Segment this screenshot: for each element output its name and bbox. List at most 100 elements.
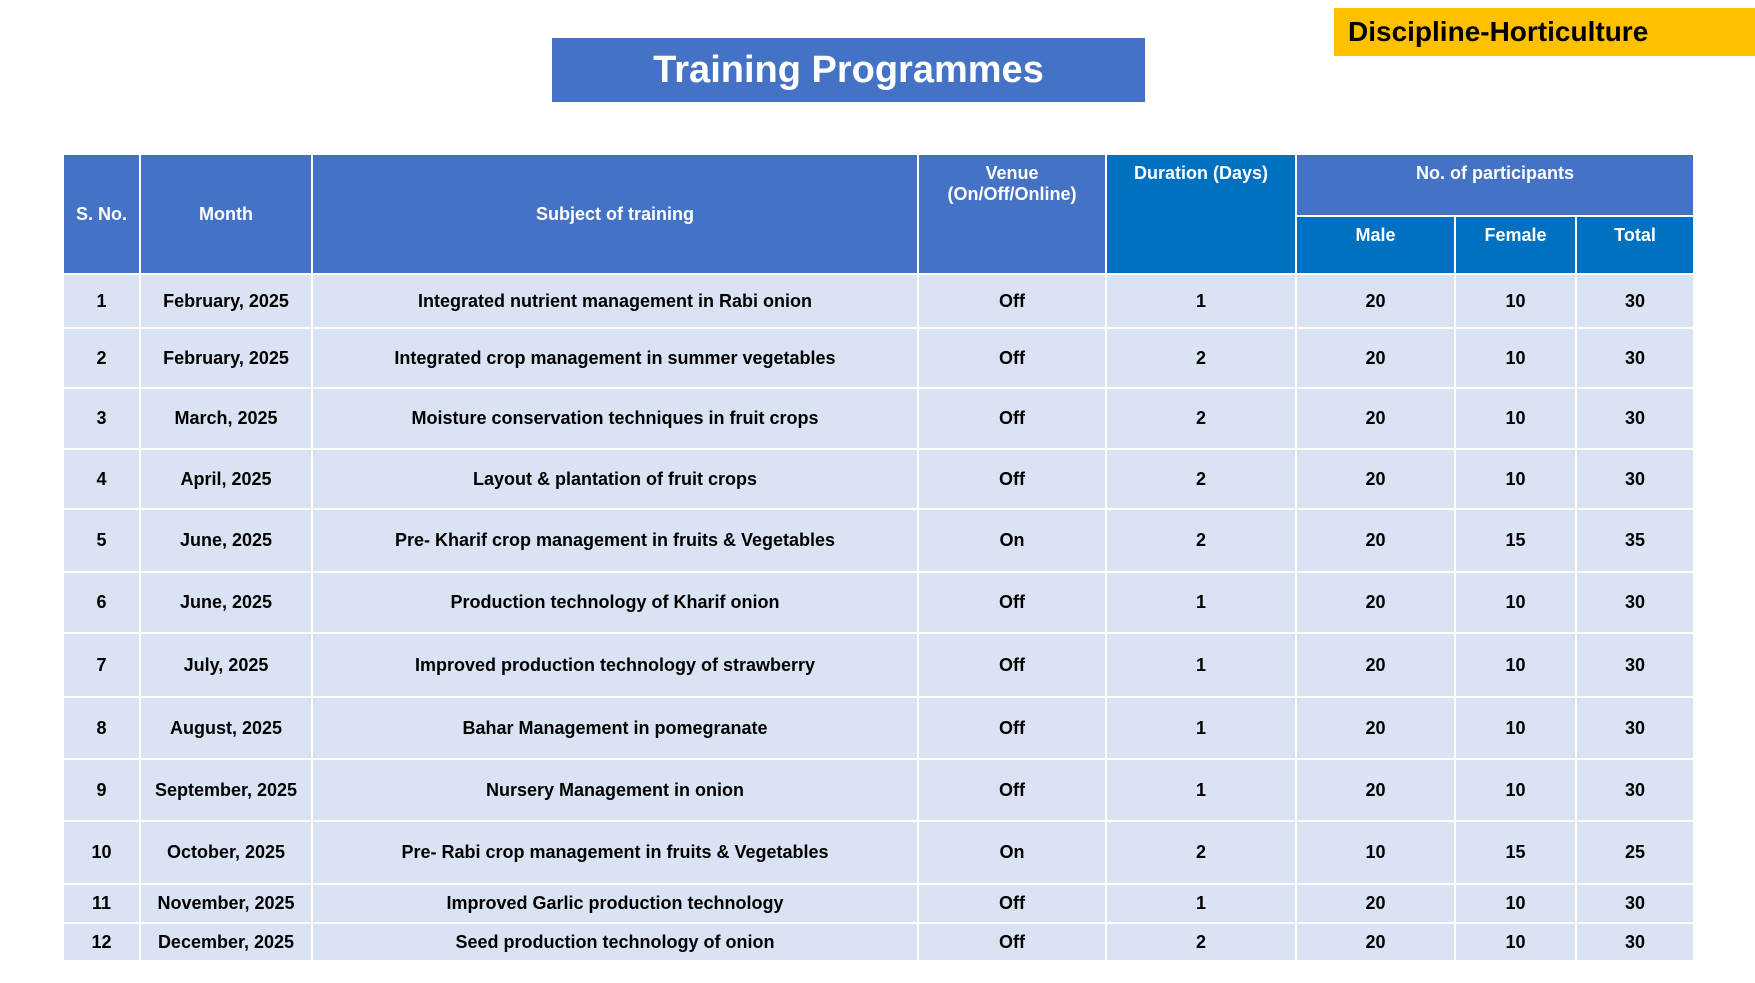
- table-cell: 1: [1105, 632, 1297, 698]
- table-cell: November, 2025: [139, 883, 313, 924]
- table-row: 12 December, 2025 Seed production technolo…: [62, 922, 1696, 962]
- table-cell: Pre- Kharif crop management in fruits & …: [311, 508, 919, 573]
- column-header: Subject of training: [311, 153, 919, 275]
- table-cell: March, 2025: [139, 387, 313, 450]
- table-cell: February, 2025: [139, 327, 313, 389]
- training-table: S. No. Month Subject of training Venue (…: [62, 153, 1696, 962]
- table-cell: 30: [1574, 571, 1696, 634]
- table-cell: 10: [1295, 820, 1456, 885]
- table-cell: 20: [1295, 696, 1456, 760]
- table-cell: 20: [1295, 327, 1456, 389]
- table-cell: 2: [1105, 327, 1297, 389]
- table-cell: 2: [1105, 387, 1297, 450]
- table-cell: 10: [1454, 632, 1577, 698]
- table-cell: October, 2025: [139, 820, 313, 885]
- table-cell: 1: [1105, 696, 1297, 760]
- table-cell: Production technology of Kharif onion: [311, 571, 919, 634]
- table-cell: Off: [917, 387, 1107, 450]
- table-cell: Off: [917, 696, 1107, 760]
- table-row: 8 August, 2025 Bahar Management in pomegra…: [62, 696, 1696, 760]
- table-cell: Off: [917, 571, 1107, 634]
- table-cell: Off: [917, 922, 1107, 962]
- table-cell: Integrated crop management in summer veg…: [311, 327, 919, 389]
- table-cell: 30: [1574, 632, 1696, 698]
- table-cell: 9: [62, 758, 141, 822]
- table-cell: 1: [1105, 571, 1297, 634]
- table-cell: 2: [1105, 448, 1297, 510]
- table-cell: Integrated nutrient management in Rabi o…: [311, 273, 919, 329]
- table-cell: 4: [62, 448, 141, 510]
- table-row: 6 June, 2025 Production technology of Khar…: [62, 571, 1696, 634]
- table-cell: 30: [1574, 758, 1696, 822]
- table-cell: 1: [62, 273, 141, 329]
- column-header: Venue (On/Off/Online): [917, 153, 1107, 275]
- table-cell: 10: [1454, 448, 1577, 510]
- table-cell: Off: [917, 448, 1107, 510]
- table-cell: 1: [1105, 758, 1297, 822]
- table-cell: 2: [1105, 922, 1297, 962]
- table-cell: 30: [1574, 883, 1696, 924]
- table-cell: 10: [62, 820, 141, 885]
- table-cell: 30: [1574, 327, 1696, 389]
- column-header: Month: [139, 153, 313, 275]
- table-cell: 1: [1105, 883, 1297, 924]
- table-cell: 30: [1574, 273, 1696, 329]
- table-row: 2 February, 2025 Integrated crop managemen…: [62, 327, 1696, 389]
- table-cell: 7: [62, 632, 141, 698]
- table-cell: 10: [1454, 387, 1577, 450]
- table-cell: Moisture conservation techniques in frui…: [311, 387, 919, 450]
- table-cell: Bahar Management in pomegranate: [311, 696, 919, 760]
- table-row: 9 September, 2025 Nursery Management in on…: [62, 758, 1696, 822]
- table-cell: February, 2025: [139, 273, 313, 329]
- table-cell: 10: [1454, 696, 1577, 760]
- column-header: Duration (Days): [1105, 153, 1297, 275]
- table-cell: 10: [1454, 273, 1577, 329]
- table-cell: 20: [1295, 508, 1456, 573]
- table-cell: 20: [1295, 883, 1456, 924]
- table-cell: 10: [1454, 883, 1577, 924]
- table-cell: 2: [1105, 508, 1297, 573]
- table-cell: 20: [1295, 632, 1456, 698]
- table-cell: 15: [1454, 820, 1577, 885]
- table-cell: Improved production technology of strawb…: [311, 632, 919, 698]
- subcolumn-header: Total: [1574, 215, 1696, 275]
- table-cell: August, 2025: [139, 696, 313, 760]
- table-row: 5 June, 2025 Pre- Kharif crop management i…: [62, 508, 1696, 573]
- table-cell: 20: [1295, 758, 1456, 822]
- table-cell: 10: [1454, 758, 1577, 822]
- table-cell: 35: [1574, 508, 1696, 573]
- table-cell: Nursery Management in onion: [311, 758, 919, 822]
- subcolumn-header: Female: [1454, 215, 1577, 275]
- table-cell: December, 2025: [139, 922, 313, 962]
- table-cell: 2: [1105, 820, 1297, 885]
- table-row: 7 July, 2025 Improved production technolog…: [62, 632, 1696, 698]
- table-cell: 3: [62, 387, 141, 450]
- table-cell: 25: [1574, 820, 1696, 885]
- table-cell: Off: [917, 632, 1107, 698]
- table-cell: Improved Garlic production technology: [311, 883, 919, 924]
- table-cell: Off: [917, 758, 1107, 822]
- table-cell: April, 2025: [139, 448, 313, 510]
- table-cell: 10: [1454, 327, 1577, 389]
- table-cell: Off: [917, 327, 1107, 389]
- table-cell: 10: [1454, 571, 1577, 634]
- table-cell: 20: [1295, 273, 1456, 329]
- table-row: 1 February, 2025 Integrated nutrient manag…: [62, 273, 1696, 329]
- table-cell: On: [917, 820, 1107, 885]
- table-cell: September, 2025: [139, 758, 313, 822]
- table-body: 1 February, 2025 Integrated nutrient manag…: [62, 273, 1696, 962]
- subcolumn-header: Male: [1295, 215, 1456, 275]
- table-cell: 30: [1574, 387, 1696, 450]
- table-cell: 15: [1454, 508, 1577, 573]
- table-row: 11 November, 2025 Improved Garlic producti…: [62, 883, 1696, 924]
- table-cell: 20: [1295, 571, 1456, 634]
- table-cell: 20: [1295, 448, 1456, 510]
- table-cell: 6: [62, 571, 141, 634]
- table-cell: 11: [62, 883, 141, 924]
- table-cell: Layout & plantation of fruit crops: [311, 448, 919, 510]
- table-cell: 8: [62, 696, 141, 760]
- table-row: 10 October, 2025 Pre- Rabi crop management…: [62, 820, 1696, 885]
- table-cell: June, 2025: [139, 571, 313, 634]
- table-cell: 20: [1295, 922, 1456, 962]
- table-cell: Seed production technology of onion: [311, 922, 919, 962]
